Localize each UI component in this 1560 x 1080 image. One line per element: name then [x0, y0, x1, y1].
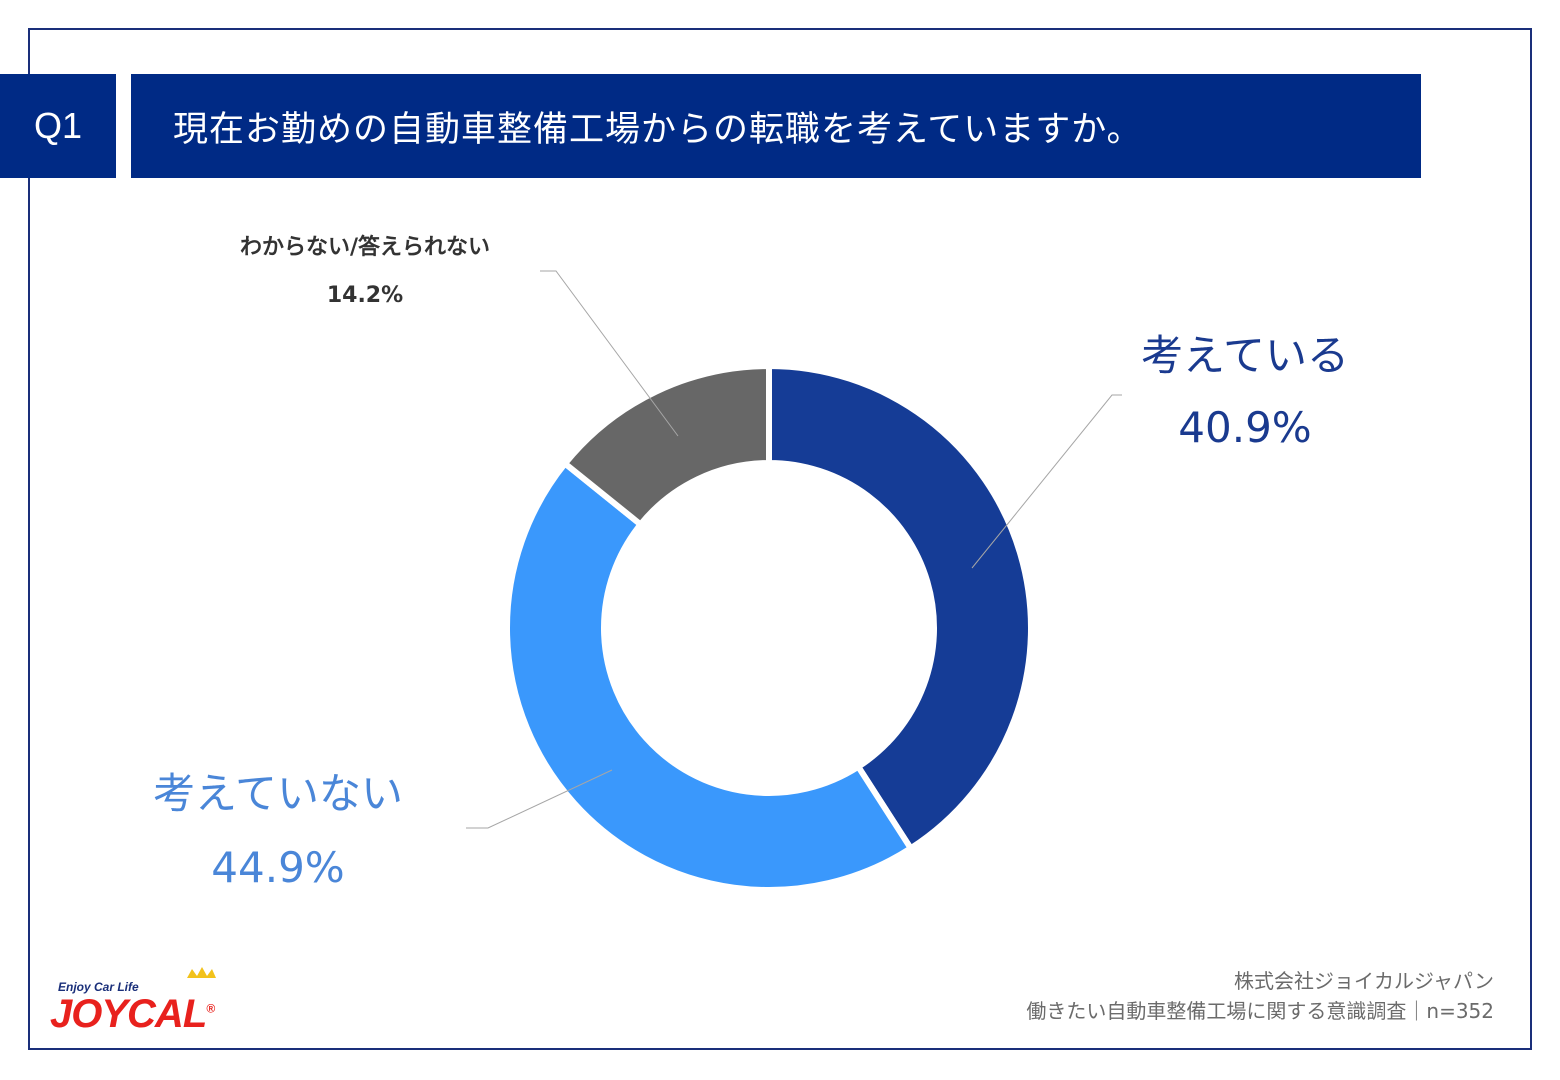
leader-line-not-thinking	[466, 769, 613, 829]
source-survey: 働きたい自動車整備工場に関する意識調査｜n=352	[1026, 999, 1494, 1023]
logo-wordmark: JOYCAL®	[50, 992, 215, 1036]
slice-name-unknown: わからない/答えられない	[239, 235, 491, 260]
logo-tagline: Enjoy Car Life	[58, 980, 139, 994]
source-company: 株式会社ジョイカルジャパン	[1234, 969, 1494, 993]
source-note: 株式会社ジョイカルジャパン 働きたい自動車整備工場に関する意識調査｜n=352	[1026, 966, 1494, 1026]
slice-thinking	[766, 362, 1034, 853]
slice-name-not-thinking: 考えていない	[153, 769, 403, 818]
joycal-logo: Enjoy Car Life JOYCAL®	[50, 962, 260, 1042]
slice-not-thinking	[504, 459, 915, 893]
slice-unknown	[560, 362, 772, 529]
question-title: 現在お勤めの自動車整備工場からの転職を考えていますか。	[131, 74, 1421, 178]
slice-label-unknown: わからない/答えられない 14.2%	[205, 232, 525, 312]
question-number-badge: Q1	[0, 74, 116, 178]
crown-icon	[187, 967, 216, 978]
chart-frame	[28, 28, 1532, 1050]
slice-name-thinking: 考えている	[1141, 331, 1349, 380]
slice-value-unknown: 14.2%	[326, 283, 404, 308]
slice-value-not-thinking: 44.9%	[211, 843, 345, 892]
slice-label-not-thinking: 考えていない 44.9%	[128, 760, 428, 892]
slice-label-thinking: 考えている 40.9%	[1120, 322, 1370, 452]
leader-line-unknown	[540, 270, 679, 437]
slice-value-thinking: 40.9%	[1178, 403, 1312, 452]
leader-line-thinking	[971, 394, 1122, 569]
